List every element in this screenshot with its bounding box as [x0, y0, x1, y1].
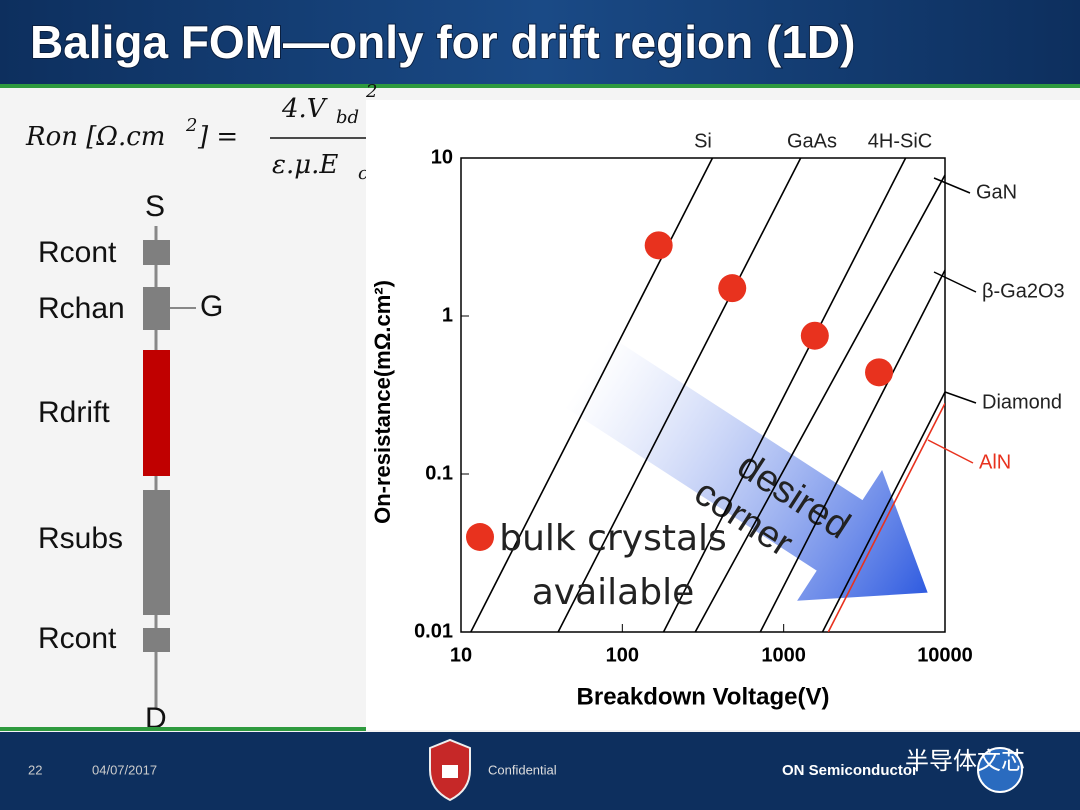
limit-line [557, 158, 802, 632]
line-label: β-Ga2O3 [982, 280, 1065, 302]
data-point [865, 358, 894, 387]
block-label: Rdrift [38, 396, 110, 429]
formula-sub: bd [336, 107, 359, 128]
formula-exp: 2 [185, 115, 197, 136]
formula-sub: c [358, 163, 368, 184]
line-label: Diamond [982, 391, 1062, 413]
title-bar [0, 0, 1080, 84]
resistor [143, 350, 170, 476]
leader [933, 177, 971, 194]
limit-line [821, 391, 945, 632]
leader [927, 439, 974, 464]
line-label: Si [694, 130, 712, 152]
confidential: Confidential [488, 762, 557, 777]
y-tick-label: 10 [431, 146, 453, 168]
block-label: Rsubs [38, 522, 123, 555]
date: 04/07/2017 [92, 762, 157, 777]
data-point [800, 321, 829, 350]
formula: Ron [Ω.cm 2 ] = 4.V bd 2 ε.μ.E c 3 [25, 81, 388, 184]
x-tick-label: 10000 [917, 644, 973, 666]
footer-rule [0, 727, 366, 731]
title-rule [0, 84, 1080, 88]
resistor [143, 628, 170, 652]
limit-line [694, 174, 945, 632]
limit-line [662, 158, 907, 632]
terminal: D [145, 702, 167, 735]
formula-exp: 2 [365, 81, 377, 102]
leader [933, 271, 977, 293]
company: ON Semiconductor [782, 762, 918, 779]
x-tick-label: 100 [606, 644, 639, 666]
limit-line [759, 269, 945, 632]
title: Baliga FOM—only for drift region (1D) [30, 16, 855, 68]
resistor [143, 287, 170, 330]
diagram: S D G Rcont Rchan Rdrift Rsubs Rcont [38, 190, 223, 735]
data-point [718, 274, 747, 303]
resistor [143, 240, 170, 265]
page-number: 22 [28, 762, 42, 777]
y-tick-label: 0.01 [414, 620, 453, 642]
formula-den: ε.μ.E [272, 150, 338, 180]
resistor [143, 490, 170, 615]
x-tick-label: 10 [450, 644, 472, 666]
y-tick-label: 1 [442, 304, 453, 326]
logo [977, 747, 1023, 793]
watermark: 半导体文芯 [905, 747, 1025, 775]
line-label: 4H-SiC [868, 130, 932, 152]
lines [470, 158, 945, 632]
legend-label: bulk crystals available [499, 518, 727, 613]
legend-marker [466, 523, 494, 551]
line-label: AlN [979, 451, 1011, 473]
y-tick-label: 0.1 [425, 462, 453, 484]
leader [944, 391, 977, 404]
terminal: S [145, 190, 165, 223]
limit-line [470, 158, 714, 632]
block-label: Rcont [38, 622, 117, 655]
plot-frame [460, 157, 946, 633]
y-axis-label: On-resistance(mΩ.cm²) [370, 280, 395, 524]
formula-lhs: Ron [Ω.cm [25, 122, 165, 152]
footer-bar [0, 732, 1080, 810]
line-label: GaAs [787, 130, 837, 152]
block-label: Rchan [38, 292, 125, 325]
terminal: G [200, 290, 223, 323]
data-point [644, 231, 673, 260]
limit-line [827, 402, 945, 632]
formula-num: 4.V [281, 94, 328, 124]
x-axis-label: Breakdown Voltage(V) [577, 683, 830, 710]
x-tick-label: 1000 [761, 644, 806, 666]
formula-eq: ] = [197, 122, 238, 152]
block-label: Rcont [38, 236, 117, 269]
lock-body [442, 765, 458, 778]
line-label: GaN [976, 181, 1017, 203]
